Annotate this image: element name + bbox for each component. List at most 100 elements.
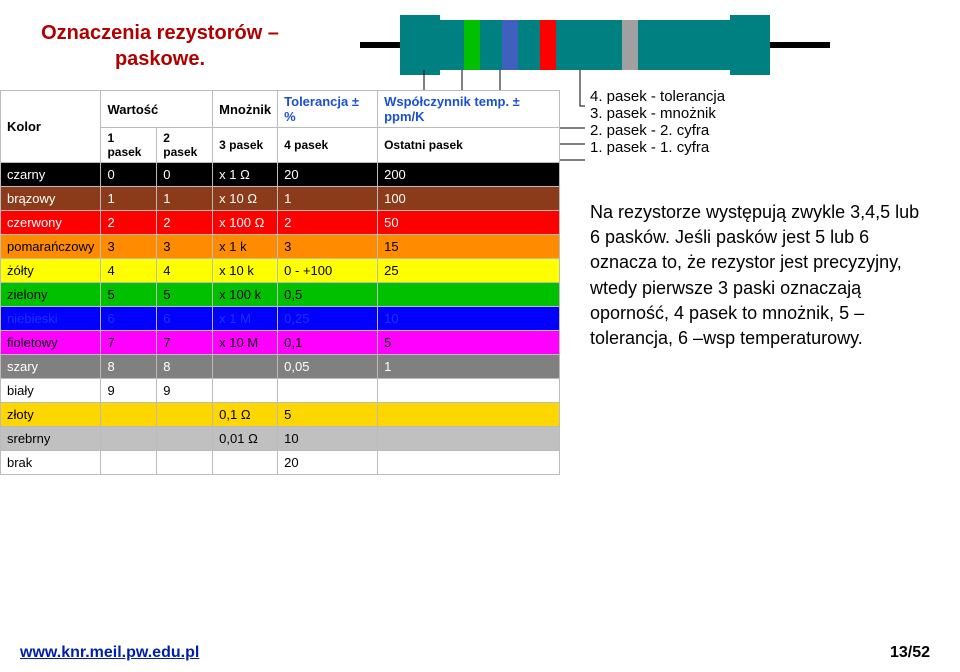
resistor-band-2 — [502, 20, 518, 70]
table-row: żółty44x 10 k0 - +10025 — [1, 259, 560, 283]
value-cell: x 100 Ω — [213, 211, 278, 235]
color-name-cell: srebrny — [1, 427, 101, 451]
color-name-cell: żółty — [1, 259, 101, 283]
table-row: złoty 0,1 Ω5 — [1, 403, 560, 427]
resistor-lead-left — [360, 42, 400, 48]
value-cell: 20 — [278, 163, 378, 187]
value-cell: x 1 M — [213, 307, 278, 331]
value-cell: 2 — [157, 211, 213, 235]
table-row: fioletowy77x 10 M0,15 — [1, 331, 560, 355]
table-row: brak20 — [1, 451, 560, 475]
table-row: zielony55x 100 k0,5 — [1, 283, 560, 307]
value-cell: 2 — [278, 211, 378, 235]
color-code-table: Kolor Wartość Mnożnik Tolerancja ± % Wsp… — [0, 90, 560, 475]
value-cell: 9 — [157, 379, 213, 403]
value-cell: 0,1 Ω — [213, 403, 278, 427]
value-cell: x 10 M — [213, 331, 278, 355]
value-cell: 20 — [278, 451, 378, 475]
footer-url[interactable]: www.knr.meil.pw.edu.pl — [20, 644, 199, 662]
th-kolor: Kolor — [1, 91, 101, 163]
th-ostatni: Ostatni pasek — [378, 128, 560, 163]
value-cell: 0,05 — [278, 355, 378, 379]
value-cell: x 100 k — [213, 283, 278, 307]
value-cell: 8 — [101, 355, 157, 379]
value-cell: 5 — [157, 283, 213, 307]
value-cell: 9 — [101, 379, 157, 403]
color-name-cell: czarny — [1, 163, 101, 187]
th-4pasek: 4 pasek — [278, 128, 378, 163]
value-cell: 10 — [378, 307, 560, 331]
value-cell — [157, 403, 213, 427]
value-cell — [378, 403, 560, 427]
value-cell: 8 — [157, 355, 213, 379]
color-name-cell: złoty — [1, 403, 101, 427]
value-cell — [101, 451, 157, 475]
resistor-body — [440, 20, 730, 70]
resistor-lead-right — [770, 42, 830, 48]
value-cell: 15 — [378, 235, 560, 259]
legend-line-3: 3. pasek - mnożnik — [590, 105, 725, 122]
value-cell: 0,01 Ω — [213, 427, 278, 451]
value-cell: 25 — [378, 259, 560, 283]
value-cell: 1 — [101, 187, 157, 211]
value-cell: 5 — [101, 283, 157, 307]
color-name-cell: zielony — [1, 283, 101, 307]
table-row: szary880,051 — [1, 355, 560, 379]
value-cell: 7 — [157, 331, 213, 355]
value-cell: 6 — [157, 307, 213, 331]
page-title: Oznaczenia rezystorów – paskowe. — [30, 20, 290, 72]
th-tolerancja: Tolerancja ± % — [278, 91, 378, 128]
resistor-diagram — [360, 10, 920, 80]
value-cell: 5 — [278, 403, 378, 427]
value-cell: x 10 Ω — [213, 187, 278, 211]
value-cell: 50 — [378, 211, 560, 235]
value-cell — [278, 379, 378, 403]
value-cell — [157, 427, 213, 451]
value-cell: 1 — [278, 187, 378, 211]
table-row: niebieski66x 1 M0,2510 — [1, 307, 560, 331]
legend-line-2: 2. pasek - 2. cyfra — [590, 122, 725, 139]
table-row: srebrny 0,01 Ω10 — [1, 427, 560, 451]
legend-line-4: 4. pasek - tolerancja — [590, 88, 725, 105]
value-cell — [213, 355, 278, 379]
footer-page: 13/52 — [890, 644, 930, 662]
th-3pasek: 3 pasek — [213, 128, 278, 163]
value-cell: 4 — [157, 259, 213, 283]
value-cell: 1 — [157, 187, 213, 211]
band-legend: 4. pasek - tolerancja 3. pasek - mnożnik… — [590, 88, 725, 156]
description-text: Na rezystorze występują zwykle 3,4,5 lub… — [590, 200, 930, 351]
value-cell: 4 — [101, 259, 157, 283]
value-cell: 0 — [157, 163, 213, 187]
value-cell — [157, 451, 213, 475]
value-cell: 3 — [157, 235, 213, 259]
resistor-band-4 — [622, 20, 638, 70]
th-wartosc: Wartość — [101, 91, 213, 128]
value-cell — [213, 379, 278, 403]
value-cell — [378, 451, 560, 475]
value-cell: 0,5 — [278, 283, 378, 307]
value-cell: 3 — [278, 235, 378, 259]
value-cell: 200 — [378, 163, 560, 187]
color-name-cell: czerwony — [1, 211, 101, 235]
value-cell: x 1 Ω — [213, 163, 278, 187]
value-cell: 6 — [101, 307, 157, 331]
value-cell: 0,25 — [278, 307, 378, 331]
resistor-band-1 — [464, 20, 480, 70]
value-cell: 10 — [278, 427, 378, 451]
legend-line-1: 1. pasek - 1. cyfra — [590, 139, 725, 156]
value-cell: 2 — [101, 211, 157, 235]
value-cell — [101, 427, 157, 451]
color-name-cell: szary — [1, 355, 101, 379]
value-cell — [378, 427, 560, 451]
value-cell: 3 — [101, 235, 157, 259]
color-name-cell: pomarańczowy — [1, 235, 101, 259]
table-row: czarny00x 1 Ω20200 — [1, 163, 560, 187]
value-cell: 0 - +100 — [278, 259, 378, 283]
table-body: czarny00x 1 Ω20200brązowy11x 10 Ω1100cze… — [1, 163, 560, 475]
th-1pasek: 1 pasek — [101, 128, 157, 163]
value-cell: 7 — [101, 331, 157, 355]
value-cell — [213, 451, 278, 475]
th-2pasek: 2 pasek — [157, 128, 213, 163]
table-row: biały99 — [1, 379, 560, 403]
color-name-cell: fioletowy — [1, 331, 101, 355]
